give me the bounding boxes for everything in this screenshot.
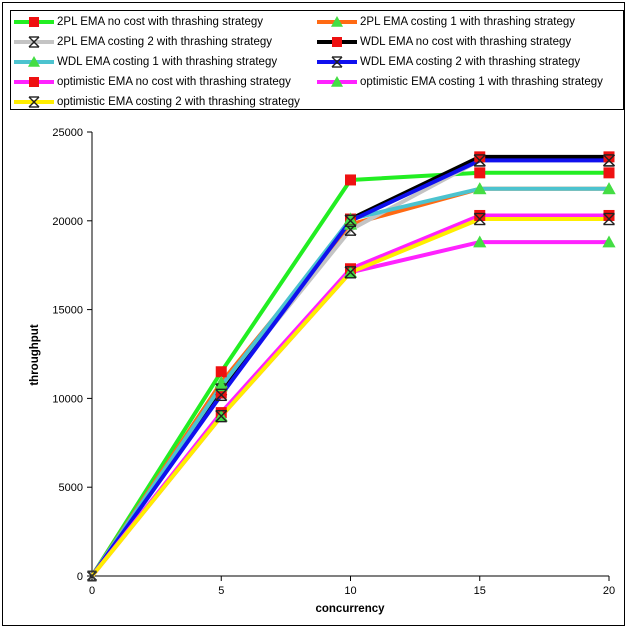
legend-symbol <box>14 96 54 108</box>
legend-symbol <box>317 37 357 47</box>
x-tick-label: 5 <box>218 585 224 597</box>
legend-label: optimistic EMA costing 1 with thrashing … <box>360 76 603 88</box>
series-line-1 <box>90 186 609 578</box>
series-line-4 <box>90 186 609 578</box>
marker-square <box>474 151 486 163</box>
marker-square <box>474 167 486 179</box>
marker-triangle <box>602 235 616 248</box>
marker-triangle <box>331 16 343 27</box>
marker-triangle <box>214 379 228 392</box>
y-tick-label: 20000 <box>52 216 83 228</box>
x-tick-label: 15 <box>474 585 486 597</box>
y-tick-label: 25000 <box>52 127 83 139</box>
marker-triangle <box>331 76 343 87</box>
marker-star <box>87 570 97 582</box>
y-tick-label: 15000 <box>52 305 83 317</box>
series-points-5 <box>87 154 615 582</box>
marker-triangle <box>473 182 487 195</box>
marker-square <box>215 387 227 399</box>
marker-square <box>603 167 615 179</box>
axes: 0 5000 10000 15000 20000 25000 0 5 10 15 20 <box>52 127 615 597</box>
series-points-6 <box>87 209 615 582</box>
marker-square <box>603 151 615 163</box>
marker-star <box>331 56 343 68</box>
marker-square <box>29 17 39 27</box>
marker-triangle <box>473 235 487 248</box>
marker-star <box>215 388 228 402</box>
series-points-8 <box>87 212 615 582</box>
legend-symbol <box>14 56 54 67</box>
legend-label: WDL EMA costing 2 with thrashing strateg… <box>360 56 581 68</box>
legend-label: optimistic EMA no cost with thrashing st… <box>57 76 291 88</box>
x-axis-label: concurrency <box>315 603 385 615</box>
legend-label: 2PL EMA costing 1 with thrashing strateg… <box>360 16 575 28</box>
marker-square <box>215 366 227 378</box>
legend-item: WDL EMA no cost with thrashing strategy <box>316 33 571 51</box>
marker-square <box>603 209 615 221</box>
series-points-7 <box>87 235 616 582</box>
legend-label: optimistic EMA costing 2 with thrashing … <box>57 96 300 108</box>
x-tick-label: 20 <box>603 585 615 597</box>
marker-star <box>344 266 357 279</box>
legend-item: WDL EMA costing 2 with thrashing strateg… <box>316 53 580 71</box>
marker-star <box>603 212 615 226</box>
legend-item: WDL EMA costing 1 with thrashing strateg… <box>13 53 277 71</box>
y-axis-label: throughput <box>29 324 41 385</box>
marker-square <box>345 174 356 186</box>
x-tick-label: 0 <box>89 585 95 597</box>
series-markers <box>87 151 616 582</box>
marker-triangle <box>602 182 616 195</box>
legend-label: WDL EMA costing 1 with thrashing strateg… <box>57 56 278 68</box>
legend: 2PL EMA no cost with thrashing strategy 2… <box>10 10 624 110</box>
legend-label: 2PL EMA no cost with thrashing strategy <box>57 16 264 28</box>
legend-symbol <box>14 17 54 27</box>
legend-item: 2PL EMA costing 2 with thrashing strateg… <box>13 33 272 51</box>
marker-star <box>603 154 615 167</box>
y-tick-label: 5000 <box>59 482 83 494</box>
marker-star <box>344 214 357 228</box>
legend-label: WDL EMA no cost with thrashing strategy <box>360 36 572 48</box>
y-tick-label: 10000 <box>52 393 83 405</box>
legend-symbol <box>14 77 54 87</box>
marker-star <box>473 212 486 226</box>
legend-label: 2PL EMA costing 2 with thrashing strateg… <box>57 36 272 48</box>
legend-item: 2PL EMA costing 1 with thrashing strateg… <box>316 13 575 31</box>
legend-item: optimistic EMA costing 1 with thrashing … <box>316 73 603 91</box>
legend-item: optimistic EMA no cost with thrashing st… <box>13 73 291 91</box>
marker-star <box>215 409 228 423</box>
legend-symbol <box>317 76 357 87</box>
series-line-0 <box>90 170 609 578</box>
legend-symbol <box>317 56 357 68</box>
marker-star <box>28 36 40 48</box>
marker-star <box>473 154 486 167</box>
marker-triangle <box>28 56 40 67</box>
marker-triangle <box>343 212 358 225</box>
marker-square <box>332 37 342 47</box>
x-tick-label: 10 <box>344 585 356 597</box>
legend-symbol <box>14 36 54 48</box>
marker-star <box>28 96 40 108</box>
marker-square <box>29 77 39 87</box>
legend-symbol <box>317 16 357 27</box>
legend-item: 2PL EMA no cost with thrashing strategy <box>13 13 263 31</box>
legend-item: optimistic EMA costing 2 with thrashing … <box>13 93 300 111</box>
y-tick-label: 0 <box>77 571 83 583</box>
marker-square <box>474 209 486 221</box>
series-line-7 <box>90 240 609 578</box>
